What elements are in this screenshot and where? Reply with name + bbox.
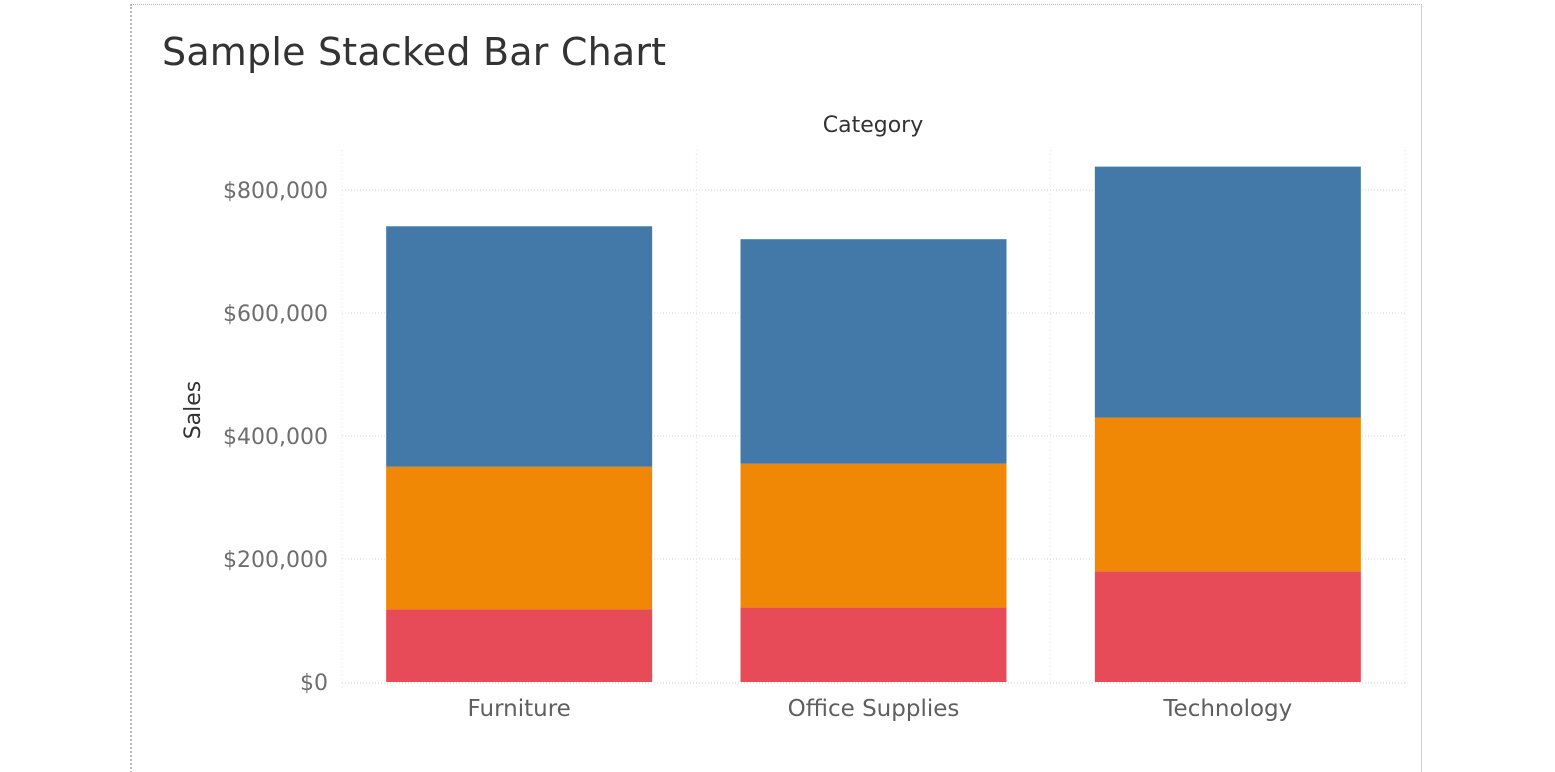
y-tick-label: $800,000 [223,179,328,204]
bar-segment-2-technology[interactable] [1094,417,1361,572]
bar-segment-2-office-supplies[interactable] [740,463,1007,608]
x-axis-title: Category [823,113,924,138]
chart-title: Sample Stacked Bar Chart [162,30,667,74]
y-tick-label: $400,000 [223,425,328,450]
y-tick-label: $600,000 [223,302,328,327]
bar-segment-1-furniture[interactable] [386,609,653,682]
x-tick-label: Technology [1162,696,1292,722]
y-tick-label: $0 [300,671,328,696]
y-tick-label: $200,000 [223,548,328,573]
x-tick-label: Furniture [468,696,571,722]
bar-segment-3-technology[interactable] [1094,166,1361,418]
bars [386,166,1361,682]
x-tick-label: Office Supplies [788,696,960,722]
bar-segment-1-office-supplies[interactable] [740,607,1007,682]
axes: $0 $200,000 $400,000 $600,000 $800,000 Furnit… [223,179,1405,722]
bar-segment-1-technology[interactable] [1094,571,1361,682]
bar-segment-3-furniture[interactable] [386,226,653,467]
y-axis-title: Sales [181,381,206,440]
bar-segment-2-furniture[interactable] [386,466,653,610]
bar-segment-3-office-supplies[interactable] [740,239,1007,464]
